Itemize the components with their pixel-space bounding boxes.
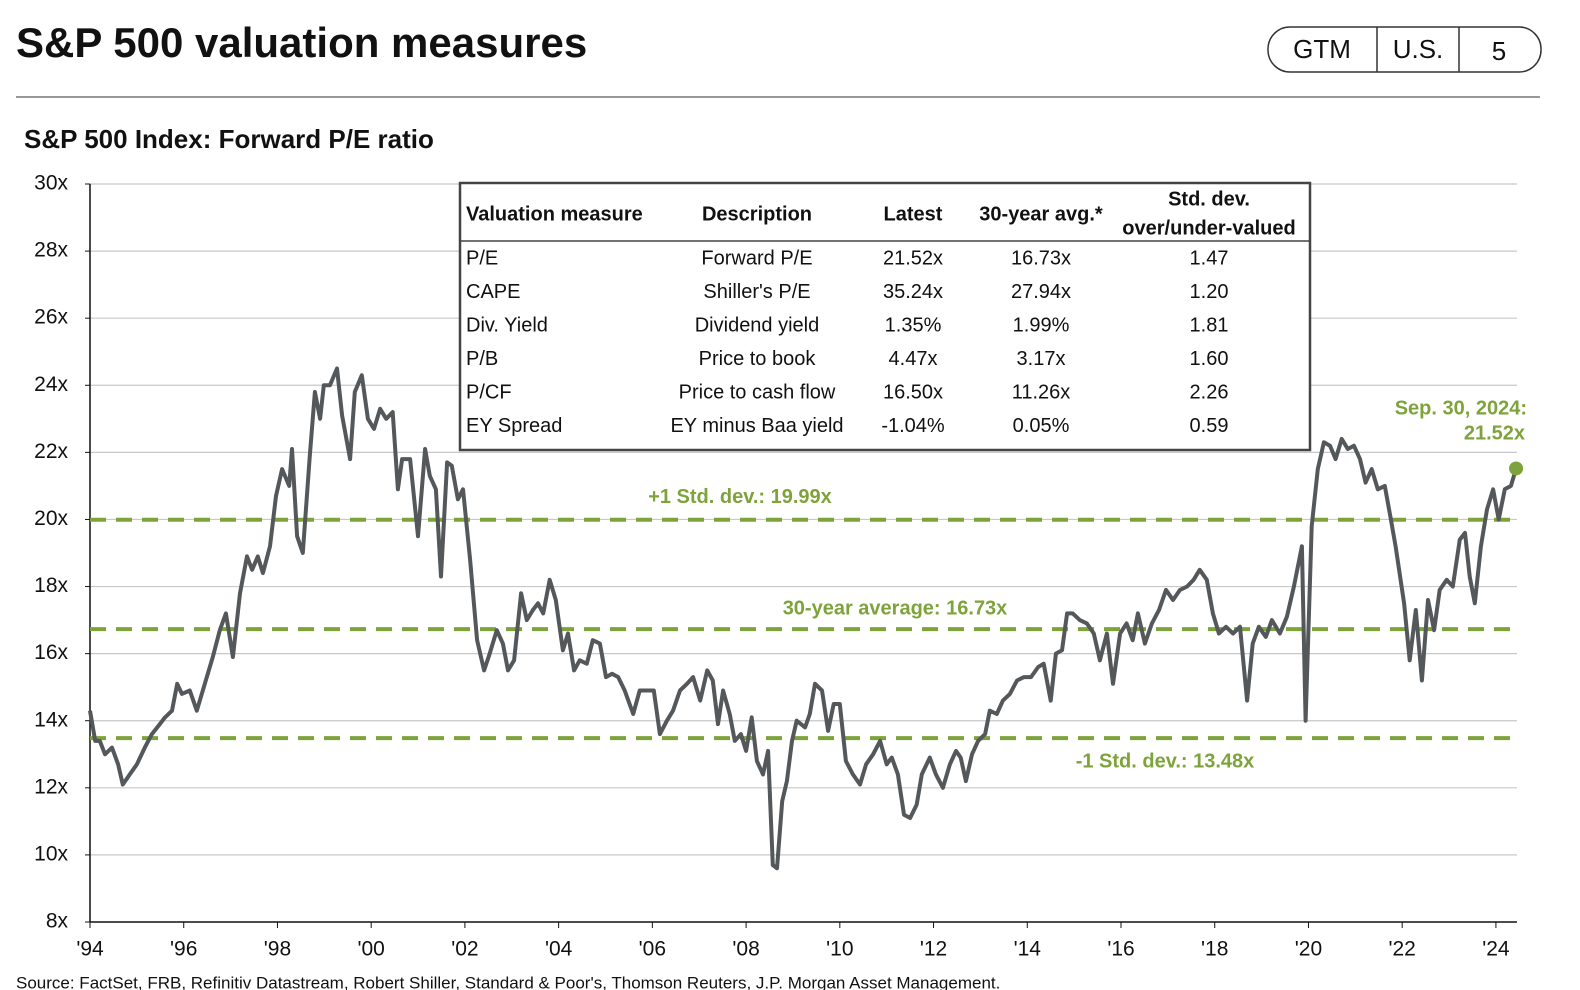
table-cell: 3.17x xyxy=(1017,348,1066,370)
table-cell: 1.35% xyxy=(885,314,942,336)
table-cell: Price to cash flow xyxy=(679,381,836,403)
table-cell: -1.04% xyxy=(881,415,945,437)
table-cell: P/E xyxy=(466,247,498,269)
table-cell: Dividend yield xyxy=(695,314,820,336)
table-cell: 1.20 xyxy=(1190,281,1229,303)
table-cell: 1.60 xyxy=(1190,348,1229,370)
x-tick-label: '94 xyxy=(76,938,104,961)
y-tick-label: 22x xyxy=(34,440,68,463)
annotation: 21.52x xyxy=(1464,423,1525,445)
badge: U.S. xyxy=(1393,34,1444,64)
x-tick-label: '96 xyxy=(170,938,197,961)
x-tick-label: '00 xyxy=(357,938,384,961)
table-cell: 4.47x xyxy=(889,348,938,370)
table-header: Latest xyxy=(884,203,943,225)
latest-point xyxy=(1509,461,1524,476)
x-tick-label: '16 xyxy=(1107,938,1134,961)
x-tick-label: '10 xyxy=(826,938,853,961)
annotation: Sep. 30, 2024: xyxy=(1395,398,1527,420)
badge-box xyxy=(1267,26,1542,73)
table-cell: 27.94x xyxy=(1011,281,1071,303)
table-cell: P/CF xyxy=(466,381,512,403)
table-header: Valuation measure xyxy=(466,203,643,225)
x-tick-label: '02 xyxy=(451,938,478,961)
page-title: S&P 500 valuation measures xyxy=(16,19,587,66)
table-header: over/under-valued xyxy=(1122,217,1295,239)
x-tick-label: '08 xyxy=(732,938,759,961)
table-cell: 1.47 xyxy=(1190,247,1229,269)
reference-label: +1 Std. dev.: 19.99x xyxy=(648,486,832,508)
table-cell: EY minus Baa yield xyxy=(670,415,843,437)
y-tick-label: 24x xyxy=(34,373,68,396)
reference-label: 30-year average: 16.73x xyxy=(783,597,1008,619)
y-tick-label: 28x xyxy=(34,239,68,262)
x-tick-label: '20 xyxy=(1295,938,1322,961)
x-tick-label: '24 xyxy=(1482,938,1510,961)
table-cell: 1.99% xyxy=(1013,314,1070,336)
table-cell: 0.59 xyxy=(1190,415,1229,437)
table-cell: CAPE xyxy=(466,281,520,303)
table-cell: Forward P/E xyxy=(701,247,812,269)
x-tick-label: '22 xyxy=(1388,938,1415,961)
y-tick-label: 14x xyxy=(34,708,68,731)
y-tick-label: 18x xyxy=(34,574,68,597)
y-tick-label: 10x xyxy=(34,842,68,865)
table-cell: 16.50x xyxy=(883,381,943,403)
table-header: Std. dev. xyxy=(1168,188,1250,210)
x-tick-label: '98 xyxy=(264,938,291,961)
x-tick-label: '14 xyxy=(1014,938,1042,961)
table-cell: EY Spread xyxy=(466,415,562,437)
x-tick-label: '06 xyxy=(639,938,666,961)
table-cell: Shiller's P/E xyxy=(703,281,810,303)
reference-label: -1 Std. dev.: 13.48x xyxy=(1076,750,1255,772)
y-tick-label: 16x xyxy=(34,641,68,664)
table-cell: 0.05% xyxy=(1013,415,1070,437)
table-cell: P/B xyxy=(466,348,498,370)
y-tick-label: 12x xyxy=(34,775,68,798)
x-tick-label: '12 xyxy=(920,938,947,961)
table-cell: 21.52x xyxy=(883,247,943,269)
badge: 5 xyxy=(1492,36,1506,66)
table-cell: 16.73x xyxy=(1011,247,1071,269)
chart-title: S&P 500 Index: Forward P/E ratio xyxy=(24,124,434,154)
table-cell: Price to book xyxy=(699,348,817,370)
y-tick-label: 26x xyxy=(34,306,68,329)
table-cell: 1.81 xyxy=(1190,314,1229,336)
table-cell: 35.24x xyxy=(883,281,943,303)
table-cell: Div. Yield xyxy=(466,314,548,336)
x-tick-label: '04 xyxy=(545,938,573,961)
y-tick-label: 20x xyxy=(34,507,68,530)
table-header: Description xyxy=(702,203,812,225)
source-note: Source: FactSet, FRB, Refinitiv Datastre… xyxy=(16,973,1000,990)
table-header: 30-year avg.* xyxy=(979,203,1103,225)
y-tick-label: 8x xyxy=(46,910,69,933)
table-cell: 2.26 xyxy=(1190,381,1229,403)
y-tick-label: 30x xyxy=(34,172,68,195)
badge: GTM xyxy=(1293,34,1351,64)
table-cell: 11.26x xyxy=(1012,381,1071,403)
series-line xyxy=(88,366,1519,871)
x-tick-label: '18 xyxy=(1201,938,1228,961)
table-box xyxy=(458,181,1312,452)
